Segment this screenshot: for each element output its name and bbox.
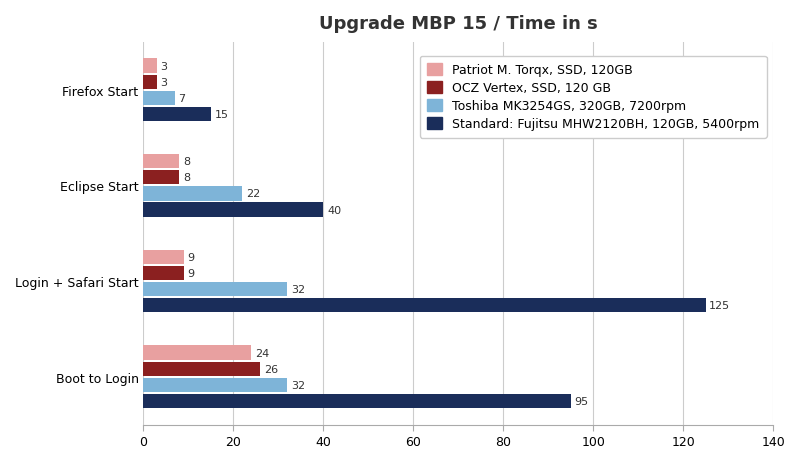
Bar	[143, 299, 706, 313]
Text: 3: 3	[161, 77, 167, 88]
Text: 95: 95	[574, 396, 589, 406]
Bar	[143, 155, 179, 169]
Title: Upgrade MBP 15 / Time in s: Upgrade MBP 15 / Time in s	[319, 15, 598, 33]
Bar	[143, 250, 184, 264]
Bar	[143, 107, 211, 122]
Legend: Patriot M. Torqx, SSD, 120GB, OCZ Vertex, SSD, 120 GB, Toshiba MK3254GS, 320GB, : Patriot M. Torqx, SSD, 120GB, OCZ Vertex…	[420, 56, 767, 138]
Text: 32: 32	[291, 284, 305, 294]
Text: 24: 24	[255, 348, 270, 358]
Text: 3: 3	[161, 62, 167, 71]
Text: 40: 40	[327, 205, 341, 215]
Text: 125: 125	[710, 300, 730, 311]
Bar	[143, 59, 157, 74]
Text: 26: 26	[264, 364, 278, 374]
Bar	[143, 266, 184, 281]
Bar	[143, 378, 287, 392]
Text: 32: 32	[291, 380, 305, 390]
Bar	[143, 75, 157, 89]
Text: 9: 9	[187, 269, 194, 278]
Text: 22: 22	[246, 189, 260, 199]
Text: 8: 8	[183, 157, 190, 167]
Text: 7: 7	[178, 94, 186, 104]
Bar	[143, 171, 179, 185]
Bar	[143, 346, 251, 360]
Bar	[143, 203, 323, 217]
Bar	[143, 92, 175, 106]
Text: 8: 8	[183, 173, 190, 183]
Bar	[143, 362, 261, 376]
Bar	[143, 394, 570, 408]
Text: 9: 9	[187, 252, 194, 263]
Bar	[143, 282, 287, 297]
Text: 15: 15	[214, 110, 229, 119]
Bar	[143, 187, 242, 201]
